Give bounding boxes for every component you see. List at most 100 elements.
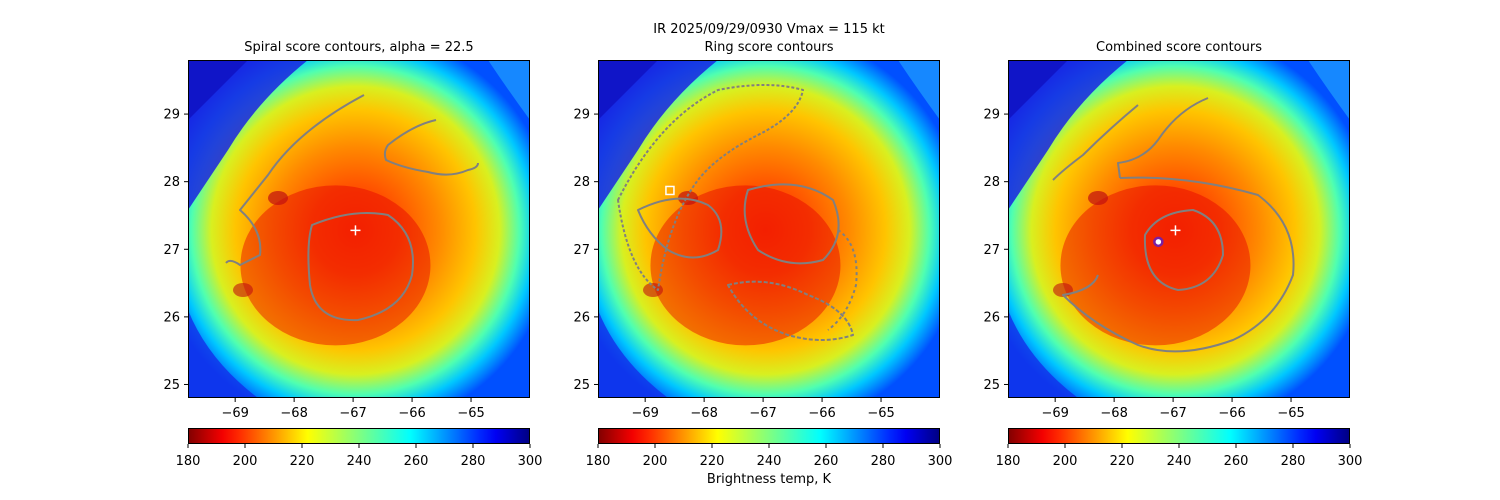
- panel-2-title: Ring score contours: [704, 40, 834, 55]
- center-marker-plus: [1170, 225, 1181, 236]
- x-tick-label: −66: [1218, 406, 1245, 421]
- y-tick-label: 27: [573, 243, 590, 258]
- combined-panel: −69 −68 −67 −66 −65 25 26 27 28 29: [983, 60, 1350, 421]
- colorbar-tick-label: 200: [233, 454, 258, 469]
- colorbar-tick-label: 180: [996, 454, 1021, 469]
- ir-cell: [1088, 191, 1108, 205]
- colorbar-tick-label: 280: [461, 454, 486, 469]
- spiral-panel: −69 −68 −67 −66 −65 25 26 27 28 29: [163, 60, 530, 421]
- colorbar-1: 180 200 220 240 260 280 300: [176, 428, 542, 469]
- ir-cold-corner: [1008, 60, 1128, 210]
- y-tick-label: 27: [983, 243, 1000, 258]
- x-tick-label: −68: [280, 406, 307, 421]
- colorbar-tick-label: 300: [1338, 454, 1363, 469]
- ir-cold-lower-left: [598, 310, 668, 398]
- ir-image: [188, 60, 530, 398]
- colorbar-3: 180 200 220 240 260 280 300: [996, 428, 1362, 469]
- colorbar-label: Brightness temp, K: [706, 472, 832, 487]
- combined-contour-ne: [1117, 97, 1209, 179]
- ir-cell: [268, 191, 288, 205]
- ir-image: [1008, 60, 1350, 398]
- ir-cold-lower-left: [188, 310, 258, 398]
- ir-cold-core: [1060, 185, 1251, 346]
- plot-frame: [188, 60, 530, 398]
- colorbar-gradient: [1008, 428, 1350, 444]
- y-tick-label: 25: [573, 378, 590, 393]
- x-tick-label: −65: [457, 406, 484, 421]
- ring-contour-east: [827, 229, 858, 331]
- colorbar-tick-label: 260: [404, 454, 429, 469]
- combined-contour-inner: [1143, 209, 1224, 291]
- colorbar-tick-label: 280: [871, 454, 896, 469]
- ir-cold-corner-deep: [1008, 60, 1068, 120]
- spiral-contour-inner: [307, 212, 414, 322]
- colorbar-tick-label: 260: [1224, 454, 1249, 469]
- y-tick-label: 28: [983, 175, 1000, 190]
- y-tick-label: 29: [983, 108, 1000, 123]
- y-tick-label: 25: [163, 378, 180, 393]
- colorbar-2: 180 200 220 240 260 280 300: [586, 428, 952, 469]
- figure-title: IR 2025/09/29/0930 Vmax = 115 kt: [653, 22, 885, 37]
- x-tick-label: −65: [1277, 406, 1304, 421]
- ir-cold-lower-left: [1008, 310, 1078, 398]
- y-tick-label: 29: [573, 108, 590, 123]
- y-tick-label: 26: [983, 310, 1000, 325]
- ir-cold-corner-deep: [598, 60, 658, 120]
- colorbar-tick-label: 220: [1110, 454, 1135, 469]
- ring-contour-core: [743, 183, 840, 265]
- y-tick-label: 26: [573, 310, 590, 325]
- ir-cold-corner: [188, 60, 308, 210]
- y-tick-label: 27: [163, 243, 180, 258]
- x-tick-label: −66: [398, 406, 425, 421]
- ring-contour-band: [617, 84, 804, 291]
- y-tick-label: 26: [163, 310, 180, 325]
- ir-upper-right: [1308, 60, 1350, 120]
- ir-cell: [643, 283, 663, 297]
- plot-frame: [1008, 60, 1350, 398]
- x-tick-label: −69: [631, 406, 658, 421]
- x-tick-label: −69: [1041, 406, 1068, 421]
- ir-image: [598, 60, 940, 398]
- colorbar-tick-label: 280: [1281, 454, 1306, 469]
- colorbar-tick-label: 200: [643, 454, 668, 469]
- y-tick-label: 29: [163, 108, 180, 123]
- center-marker-square: [665, 185, 675, 196]
- colorbar-tick-label: 300: [928, 454, 953, 469]
- colorbar-tick-label: 240: [347, 454, 372, 469]
- spiral-contour-band: [225, 94, 365, 266]
- ir-upper-right: [488, 60, 530, 120]
- spiral-contour-band-east: [383, 119, 479, 176]
- colorbar-tick-label: 180: [586, 454, 611, 469]
- colorbar-tick-label: 240: [1167, 454, 1192, 469]
- combined-contour-outer: [1062, 176, 1295, 353]
- x-tick-label: −68: [690, 406, 717, 421]
- center-marker-plus: [350, 225, 361, 236]
- colorbar-frame: [598, 428, 940, 444]
- ring-contour-west: [637, 197, 723, 259]
- x-tick-label: −65: [867, 406, 894, 421]
- colorbar-tick-label: 180: [176, 454, 201, 469]
- colorbar-tick-label: 220: [700, 454, 725, 469]
- colorbar-tick-label: 200: [1053, 454, 1078, 469]
- y-tick-label: 28: [163, 175, 180, 190]
- ir-cold-corner-deep: [188, 60, 248, 120]
- colorbar-tick-label: 240: [757, 454, 782, 469]
- colorbar-frame: [1008, 428, 1350, 444]
- x-tick-label: −67: [339, 406, 366, 421]
- ir-cold-corner: [598, 60, 718, 210]
- colorbar-gradient: [188, 428, 530, 444]
- x-tick-label: −69: [221, 406, 248, 421]
- ring-panel: −69 −68 −67 −66 −65 25 26 27 28 29: [573, 60, 940, 421]
- ir-cold-core: [650, 185, 841, 346]
- y-tick-label: 25: [983, 378, 1000, 393]
- ir-cell: [233, 283, 253, 297]
- ring-contour-south: [727, 280, 854, 341]
- combined-center-marker: [1153, 236, 1164, 248]
- panel-1-title: Spiral score contours, alpha = 22.5: [244, 40, 474, 55]
- ir-upper-right: [898, 60, 940, 120]
- x-tick-label: −66: [808, 406, 835, 421]
- y-tick-label: 28: [573, 175, 590, 190]
- x-tick-label: −67: [749, 406, 776, 421]
- colorbar-frame: [188, 428, 530, 444]
- colorbar-tick-label: 300: [518, 454, 543, 469]
